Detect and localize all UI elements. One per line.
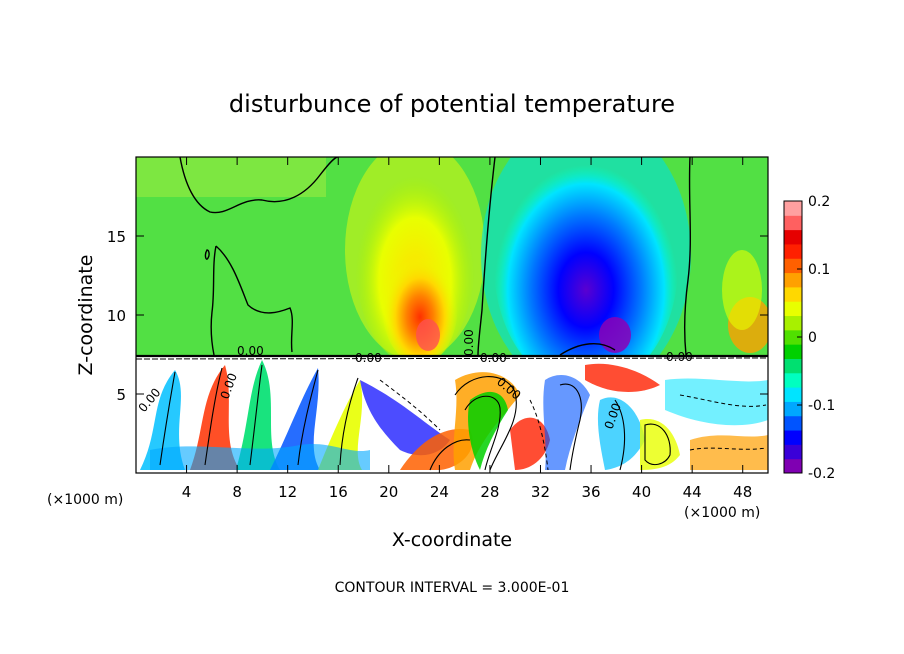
turbulent-streak	[236, 360, 280, 470]
x-tick-label: 28	[480, 483, 499, 501]
colorbar-cells	[784, 201, 802, 474]
colorbar-cell	[784, 372, 802, 388]
x-units-right: (×1000 m)	[684, 505, 760, 521]
x-units-left: (×1000 m)	[47, 492, 123, 508]
colorbar-tick-label: -0.1	[808, 398, 835, 414]
colorbar-cell	[784, 215, 802, 231]
turbulent-streak	[690, 435, 768, 470]
colorbar-cell	[784, 387, 802, 402]
x-tick-label: 44	[683, 483, 702, 501]
colorbar-cell	[784, 401, 802, 417]
turbulent-streak	[597, 397, 645, 470]
lower-dashed-contours	[379, 379, 767, 471]
x-axis: 4 8 12 16 20 24 28 32 36 40 44 48	[182, 157, 752, 501]
colorbar-cell	[784, 430, 802, 445]
x-tick-label: 8	[232, 483, 242, 501]
colorbar-cell	[784, 301, 802, 317]
colorbar-tick-label: 0.2	[808, 194, 830, 210]
turbulent-streak	[468, 391, 508, 470]
turbulent-streak	[640, 419, 680, 470]
colorbar-cell	[784, 315, 802, 331]
colorbar-cell	[784, 286, 802, 302]
cold-core	[599, 317, 631, 353]
y-tick-label: 10	[107, 307, 126, 325]
colorbar-tick-label: 0.1	[808, 262, 830, 278]
colorbar-cell	[784, 344, 802, 359]
x-tick-label: 40	[632, 483, 651, 501]
upper-contours	[179, 157, 691, 356]
colorbar-cell	[784, 272, 802, 288]
contour-label: 0.00	[480, 351, 507, 365]
warm-core	[416, 319, 440, 351]
upper-light-band	[136, 157, 326, 197]
colorbar-cell	[784, 258, 802, 274]
x-tick-label: 12	[278, 483, 297, 501]
y-axis: 5 10 15	[107, 228, 768, 404]
colorbar: 0.2 0.1 0 -0.1 -0.2	[783, 194, 835, 482]
plot-area: 0.00 0.00 0.00 0.00 0.00 0.00 0.00 0.00 …	[136, 157, 768, 473]
contour-label: 0.00	[666, 350, 693, 364]
colorbar-cell	[784, 444, 802, 460]
colorbar-cell	[784, 243, 802, 259]
colorbar-tick-label: -0.2	[808, 466, 835, 482]
colorbar-ticks: 0.2 0.1 0 -0.1 -0.2	[797, 194, 835, 482]
contour-label: 0.00	[355, 351, 382, 365]
colorbar-cell	[784, 458, 802, 474]
y-axis-label: Z-coordinate	[75, 255, 97, 376]
y-tick-label: 5	[116, 386, 126, 404]
lower-layer	[136, 355, 768, 473]
contour-label: 0.00	[462, 329, 476, 356]
colorbar-cell	[784, 415, 802, 431]
warm-plume	[382, 245, 458, 365]
x-axis-label: X-coordinate	[392, 529, 512, 551]
right-yellow-spot	[722, 250, 762, 330]
x-tick-label: 32	[531, 483, 550, 501]
y-tick-label: 15	[107, 228, 126, 246]
turbulent-streak	[360, 380, 450, 456]
colorbar-cell	[784, 329, 802, 345]
colorbar-cell	[784, 201, 802, 216]
turbulent-streak	[510, 417, 550, 470]
turbulent-streak	[140, 370, 185, 470]
colorbar-cell	[784, 358, 802, 374]
chart-title: disturbunce of potential temperature	[229, 90, 675, 118]
x-tick-label: 20	[379, 483, 398, 501]
lower-contours	[159, 364, 671, 471]
turbulent-streak	[190, 365, 240, 470]
turbulent-streak	[585, 363, 660, 392]
colorbar-cell	[784, 229, 802, 245]
x-tick-label: 24	[430, 483, 449, 501]
contour-label: 0.00	[237, 344, 264, 358]
x-tick-label: 4	[182, 483, 192, 501]
x-tick-label: 48	[733, 483, 752, 501]
contour-labels: 0.00 0.00 0.00 0.00 0.00 0.00 0.00 0.00 …	[136, 329, 693, 431]
colorbar-tick-label: 0	[808, 330, 817, 346]
cold-plume	[494, 157, 678, 390]
x-tick-label: 16	[329, 483, 348, 501]
x-tick-label: 36	[581, 483, 600, 501]
turbulent-streak	[543, 375, 590, 470]
contour-interval-note: CONTOUR INTERVAL = 3.000E-01	[335, 580, 570, 596]
zero-contour-interface	[136, 357, 768, 360]
